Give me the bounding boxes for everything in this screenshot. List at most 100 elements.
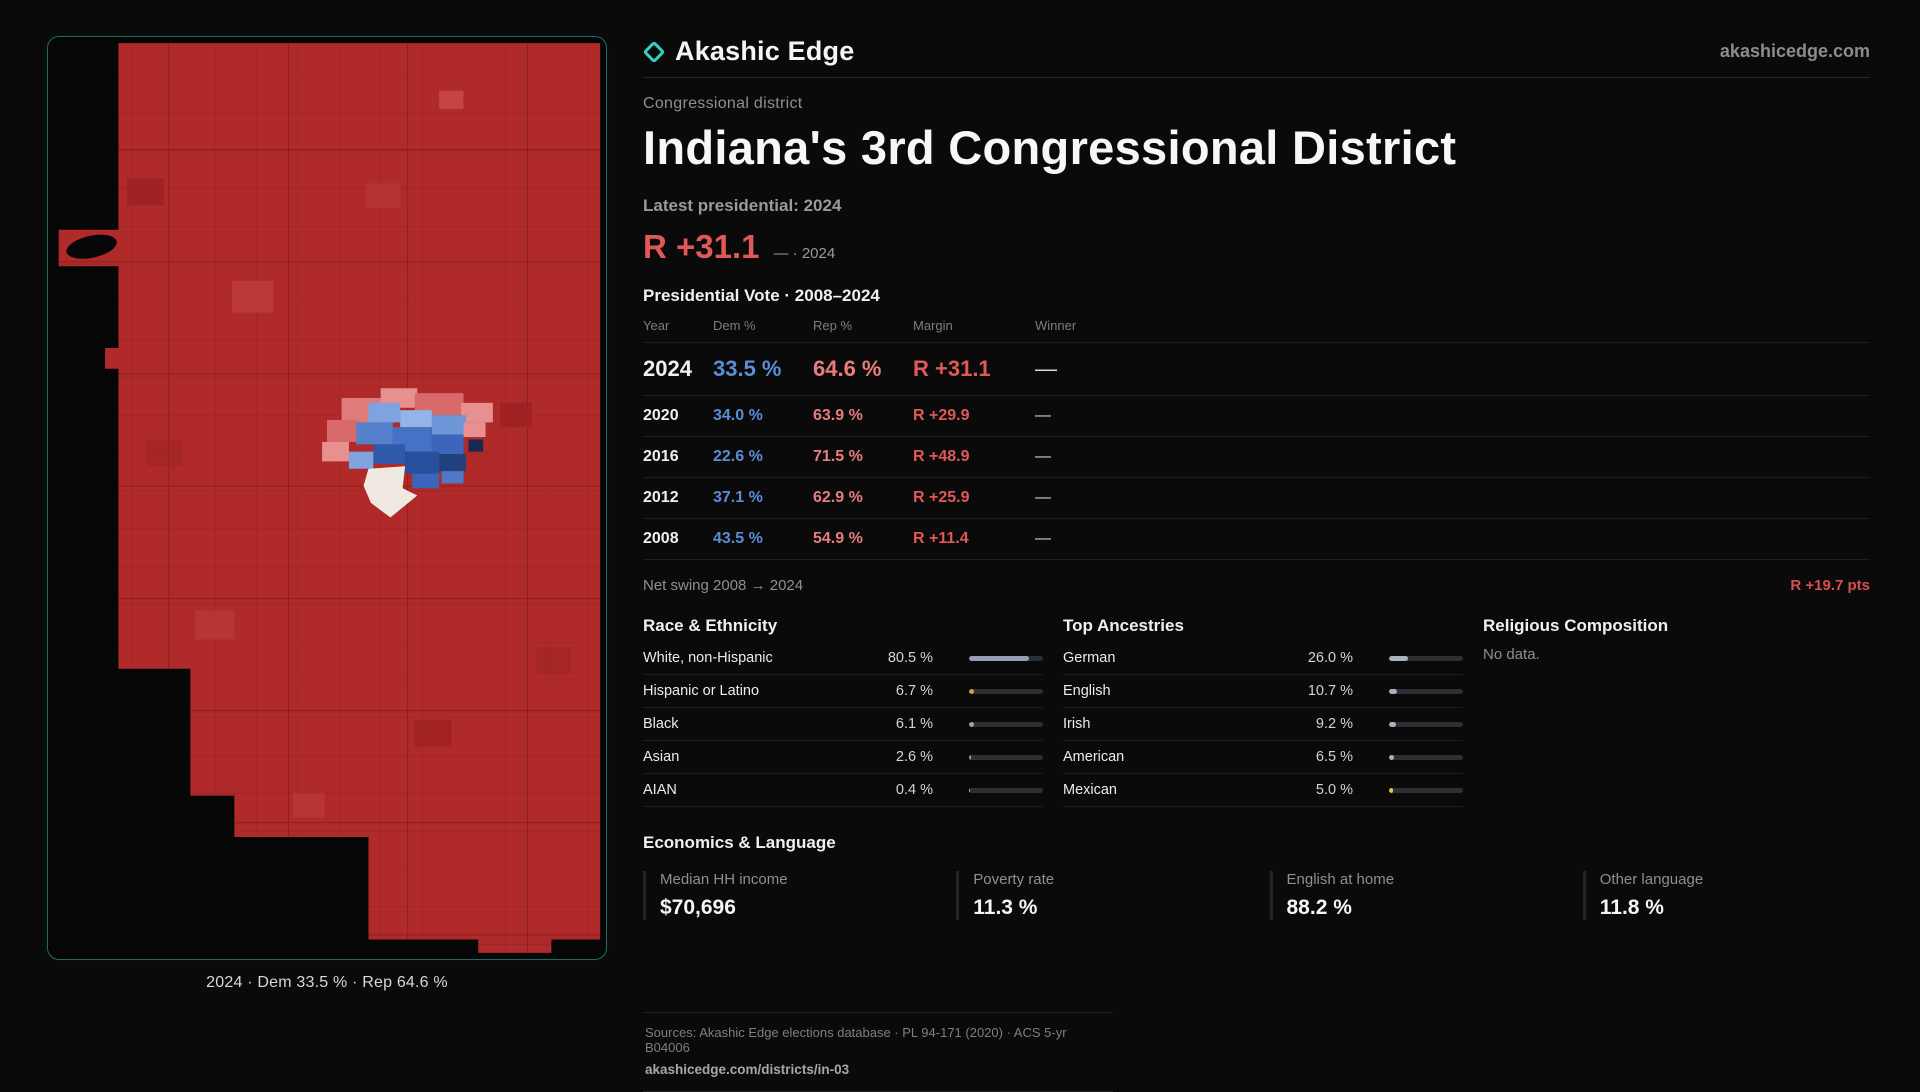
stat-poverty-rate: Poverty rate 11.3 % <box>956 871 1243 920</box>
demo-value: 0.4 % <box>895 782 933 798</box>
demo-value: 26.0 % <box>1307 650 1353 666</box>
cell-year: 2016 <box>643 448 679 465</box>
demo-label: Irish <box>1063 716 1091 732</box>
headline-margin: R +31.1 <box>643 228 760 265</box>
cell-year: 2024 <box>643 356 692 381</box>
demo-value: 6.7 % <box>895 683 933 699</box>
net-swing-row: Net swing 2008 → 2024 R +19.7 pts <box>643 559 1870 604</box>
demo-bar <box>969 688 1043 694</box>
page-title: Indiana's 3rd Congressional District <box>643 121 1457 174</box>
cell-margin: R +48.9 <box>913 448 970 465</box>
demo-row: English 10.7 % <box>1063 675 1463 708</box>
stat-value: 11.3 % <box>973 896 1038 919</box>
stat-label: Median HH income <box>660 871 788 888</box>
cell-dem: 34.0 % <box>713 407 763 424</box>
footer: Sources: Akashic Edge elections database… <box>643 1012 1113 1092</box>
stat-median-income: Median HH income $70,696 <box>643 871 930 920</box>
demo-bar <box>1389 655 1463 661</box>
cell-year: 2012 <box>643 489 679 506</box>
urban-cluster <box>322 388 493 518</box>
district-map-frame <box>47 36 607 960</box>
cell-winner: — <box>1035 356 1057 381</box>
demo-row: Black 6.1 % <box>643 708 1043 741</box>
vote-row-2024: 2024 33.5 % 64.6 % R +31.1 — <box>643 342 1870 395</box>
stat-value: $70,696 <box>660 896 736 919</box>
demo-row: Irish 9.2 % <box>1063 708 1463 741</box>
cell-dem: 22.6 % <box>713 448 763 465</box>
demo-bar <box>969 655 1043 661</box>
cell-margin: R +29.9 <box>913 407 970 424</box>
headline-note: — · 2024 <box>773 245 836 262</box>
religion-section: Religious Composition No data. <box>1483 616 1870 807</box>
cell-rep: 62.9 % <box>813 489 863 506</box>
stat-other-language: Other language 11.8 % <box>1582 871 1870 920</box>
demo-label: American <box>1063 749 1125 765</box>
vote-table-title: Presidential Vote · 2008–2024 <box>643 286 880 305</box>
vote-row-2016: 2016 22.6 % 71.5 % R +48.9 — <box>643 436 1870 477</box>
sources-line: Sources: Akashic Edge elections database… <box>645 1025 1067 1055</box>
site-link[interactable]: akashicedge.com <box>1719 41 1870 61</box>
kicker: Congressional district <box>643 95 803 112</box>
district-map <box>58 43 601 953</box>
demo-label: Asian <box>643 749 680 765</box>
cell-margin: R +25.9 <box>913 489 970 506</box>
headline-row: R +31.1 — · 2024 <box>643 228 1870 266</box>
brand-name: Akashic Edge <box>675 36 855 66</box>
demo-value: 10.7 % <box>1307 683 1353 699</box>
net-swing-label: Net swing 2008 → 2024 <box>643 577 804 594</box>
race-section: Race & Ethnicity White, non-Hispanic 80.… <box>643 616 1043 807</box>
cell-winner: — <box>1035 448 1051 465</box>
ancestry-title: Top Ancestries <box>1063 616 1184 635</box>
cell-margin: R +11.4 <box>913 530 969 547</box>
religion-title: Religious Composition <box>1483 616 1669 635</box>
col-winner: Winner <box>1035 318 1077 333</box>
demo-value: 2.6 % <box>895 749 933 765</box>
demo-label: English <box>1063 683 1111 699</box>
demo-label: Black <box>643 716 679 732</box>
cell-dem: 33.5 % <box>713 356 782 381</box>
net-swing-value: R +19.7 pts <box>1790 577 1870 594</box>
map-caption: 2024 · Dem 33.5 % · Rep 64.6 % <box>206 974 448 991</box>
cell-dem: 37.1 % <box>713 489 763 506</box>
col-rep: Rep % <box>813 318 853 333</box>
demo-label: AIAN <box>643 782 677 798</box>
demo-value: 6.1 % <box>895 716 933 732</box>
demo-row: American 6.5 % <box>1063 741 1463 774</box>
col-margin: Margin <box>913 318 953 333</box>
demo-row: AIAN 0.4 % <box>643 774 1043 807</box>
demo-row: Hispanic or Latino 6.7 % <box>643 675 1043 708</box>
demo-bar <box>1389 721 1463 727</box>
cell-winner: — <box>1035 530 1051 547</box>
demo-value: 5.0 % <box>1315 782 1353 798</box>
cell-winner: — <box>1035 407 1051 424</box>
map-column: 2024 · Dem 33.5 % · Rep 64.6 % <box>47 36 607 1080</box>
stat-english-at-home: English at home 88.2 % <box>1269 871 1557 920</box>
cell-rep: 63.9 % <box>813 407 863 424</box>
ancestry-section: Top Ancestries German 26.0 % English 10.… <box>1063 616 1463 807</box>
demographics-grid: Race & Ethnicity White, non-Hispanic 80.… <box>643 616 1870 807</box>
demo-value: 9.2 % <box>1315 716 1353 732</box>
col-dem: Dem % <box>713 318 756 333</box>
vote-row-2012: 2012 37.1 % 62.9 % R +25.9 — <box>643 477 1870 518</box>
demo-bar <box>1389 787 1463 793</box>
demo-label: Hispanic or Latino <box>643 683 760 699</box>
demo-bar <box>969 721 1043 727</box>
brand: Akashic Edge <box>642 36 855 67</box>
district-permalink[interactable]: akashicedge.com/districts/in-03 <box>645 1062 850 1077</box>
demo-bar <box>1389 688 1463 694</box>
cell-year: 2020 <box>643 407 679 424</box>
demo-label: German <box>1063 650 1116 666</box>
demo-row: White, non-Hispanic 80.5 % <box>643 642 1043 675</box>
demo-value: 6.5 % <box>1315 749 1353 765</box>
stat-label: Other language <box>1599 871 1704 888</box>
demo-bar <box>1389 754 1463 760</box>
content-column: Akashic Edge akashicedge.com Congression… <box>642 36 1870 1092</box>
religion-empty-state: No data. <box>1483 646 1540 663</box>
cell-rep: 64.6 % <box>813 356 882 381</box>
demo-bar <box>969 754 1043 760</box>
vote-row-2008: 2008 43.5 % 54.9 % R +11.4 — <box>643 518 1870 559</box>
race-title: Race & Ethnicity <box>643 616 778 635</box>
cell-dem: 43.5 % <box>713 530 763 547</box>
economics-title: Economics & Language <box>643 833 836 852</box>
